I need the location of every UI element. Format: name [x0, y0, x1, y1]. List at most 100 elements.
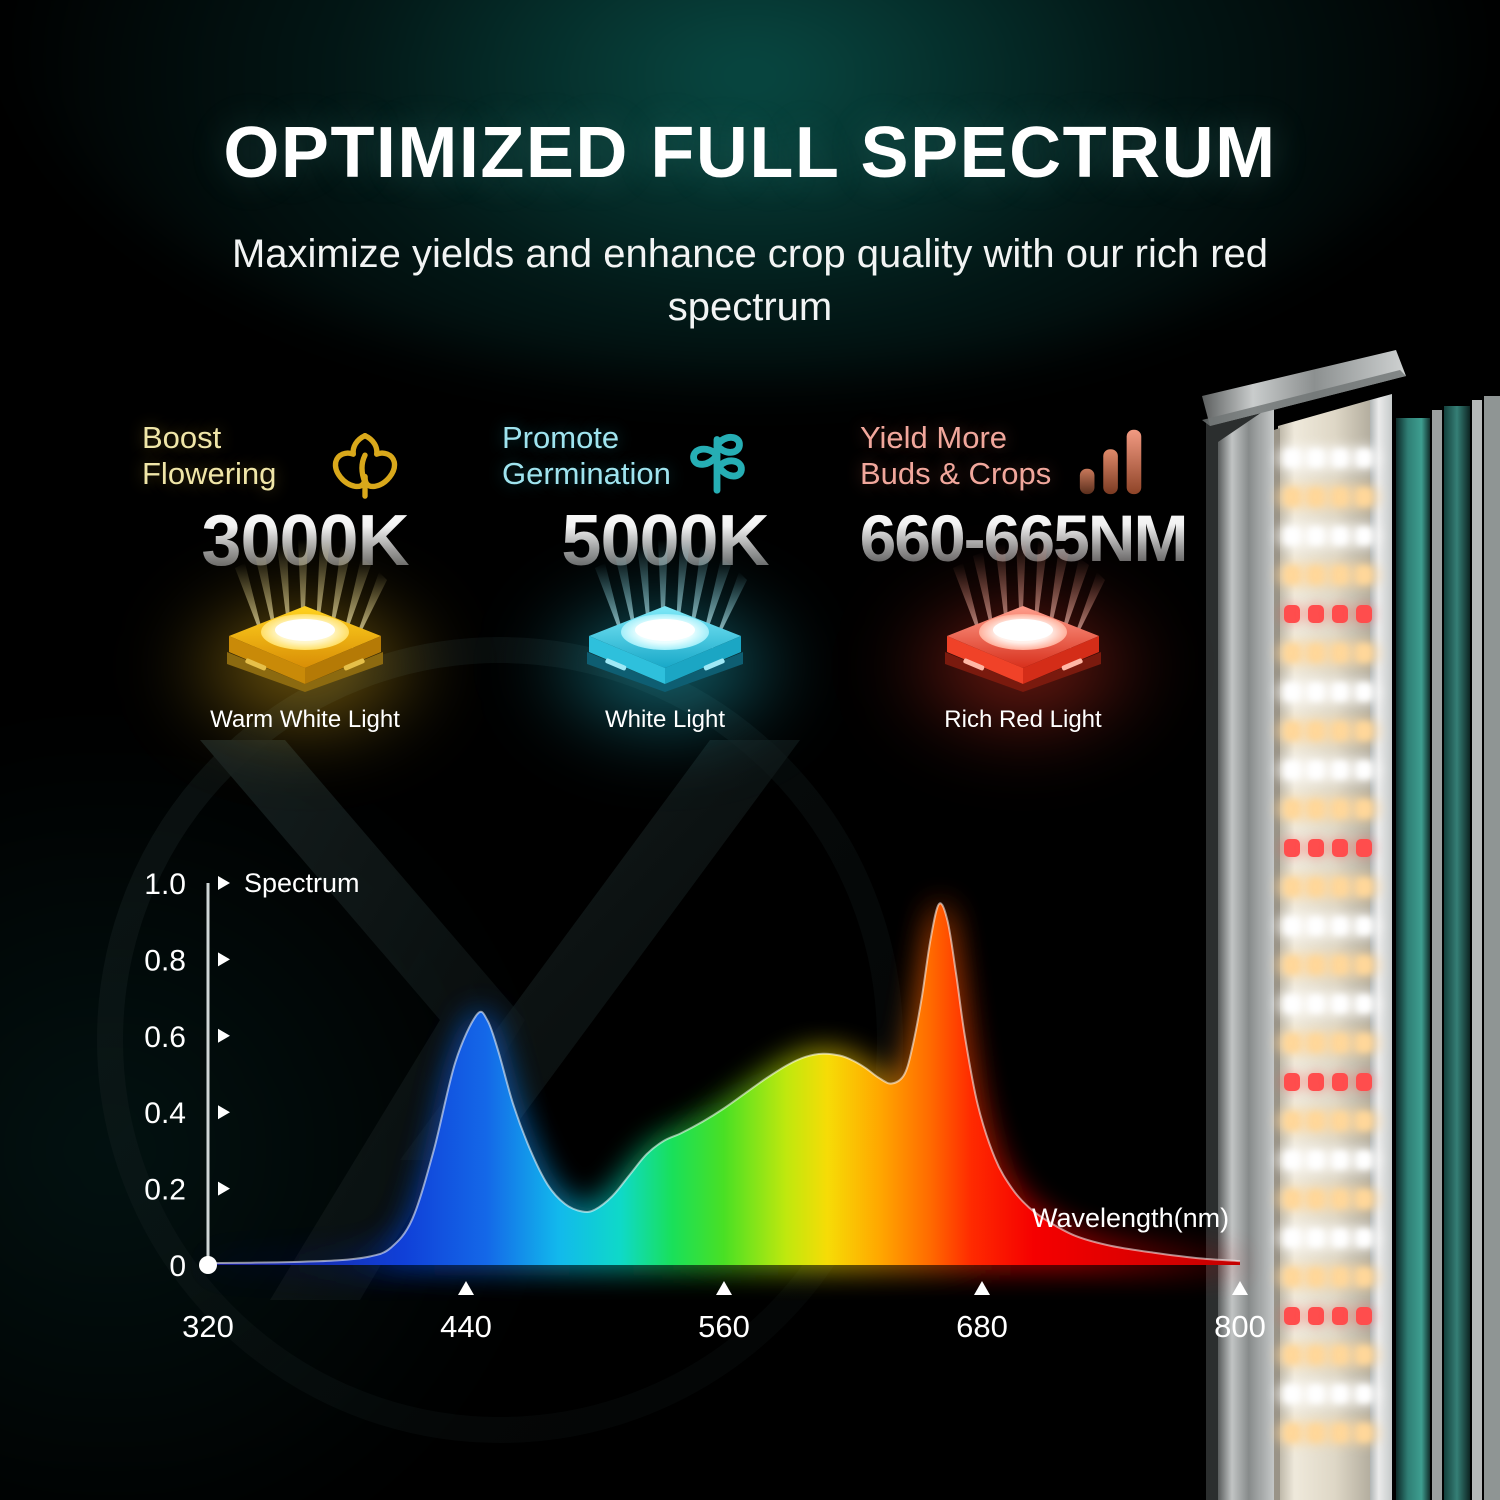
- led-diode-white: [1332, 527, 1348, 545]
- led-diode-white: [1284, 761, 1300, 779]
- led-diode-warm-white: [1308, 488, 1324, 506]
- teal-panel-5: [1484, 396, 1500, 1500]
- top-bracket: [1202, 350, 1406, 426]
- led-diode-white: [1356, 995, 1372, 1013]
- led-diode-white: [1356, 917, 1372, 935]
- led-diode-red: [1332, 1073, 1348, 1091]
- feature-card-rich-red: Yield More Buds & Crops: [838, 418, 1208, 758]
- x-tick-marker: [458, 1281, 474, 1295]
- led-diode-warm-white: [1284, 1034, 1300, 1052]
- led-diode-warm-white: [1308, 722, 1324, 740]
- y-tick-marker: [218, 1181, 230, 1196]
- x-tick-label: 320: [182, 1309, 234, 1344]
- led-diode-white: [1308, 683, 1324, 701]
- led-chip-graphic: [205, 580, 405, 692]
- led-diode-white: [1332, 917, 1348, 935]
- led-diode-white: [1356, 683, 1372, 701]
- led-diode-white: [1308, 761, 1324, 779]
- y-tick-label: 1.0: [144, 868, 186, 901]
- housing-face: [1218, 404, 1274, 1500]
- led-diode-warm-white: [1356, 566, 1372, 584]
- diffuser-strip: [1370, 394, 1392, 1500]
- feature-card-white: Promote Germination 5000K: [480, 418, 850, 758]
- led-diode-warm-white: [1332, 1112, 1348, 1130]
- led-diode-warm-white: [1308, 1034, 1324, 1052]
- led-diode-warm-white: [1308, 878, 1324, 896]
- feature-header: Promote Germination: [480, 418, 850, 502]
- led-diode-white: [1308, 1229, 1324, 1247]
- y-tick-marker: [218, 1028, 230, 1043]
- led-diode-white: [1332, 761, 1348, 779]
- x-tick-label: 680: [956, 1309, 1008, 1344]
- led-diode-red: [1284, 605, 1300, 623]
- teal-panel-2: [1432, 410, 1442, 1500]
- led-chip-graphic: [565, 580, 765, 692]
- led-diode-white: [1308, 449, 1324, 467]
- led-diode-warm-white: [1356, 488, 1372, 506]
- led-diode-white: [1308, 1385, 1324, 1403]
- led-chip-graphic: [923, 580, 1123, 692]
- led-diode-white: [1332, 683, 1348, 701]
- led-diode-warm-white: [1308, 1268, 1324, 1286]
- led-diode-warm-white: [1284, 1346, 1300, 1364]
- feature-row: Boost Flowering 3000K: [120, 418, 1240, 758]
- x-tick-marker: [974, 1281, 990, 1295]
- x-axis-title: Wavelength(nm): [1032, 1203, 1229, 1233]
- spectrum-chart: 0 0.2 0.4 0.6 0.8 1.0 320 440 560 680 800 Spectru…: [120, 855, 1270, 1355]
- led-diode-red: [1284, 1307, 1300, 1325]
- led-board: [1278, 400, 1370, 1500]
- led-diode-white: [1332, 449, 1348, 467]
- bar-chart-icon: [1074, 422, 1152, 500]
- feature-caption: White Light: [604, 706, 726, 733]
- x-tick-marker: [1232, 1281, 1248, 1295]
- led-diode-warm-white: [1308, 956, 1324, 974]
- feature-title: Yield More Buds & Crops: [860, 420, 1052, 491]
- y-tick-label: 0.4: [144, 1097, 186, 1130]
- led-diode-red: [1332, 839, 1348, 857]
- led-diode-warm-white: [1284, 566, 1300, 584]
- led-diode-warm-white: [1332, 800, 1348, 818]
- led-diode-white: [1284, 995, 1300, 1013]
- led-diode-white: [1356, 761, 1372, 779]
- led-diode-white: [1284, 449, 1300, 467]
- led-diode-red: [1308, 1307, 1324, 1325]
- led-diode-warm-white: [1332, 566, 1348, 584]
- led-diode-warm-white: [1308, 1190, 1324, 1208]
- led-diode-white: [1284, 917, 1300, 935]
- led-diode-warm-white: [1356, 1112, 1372, 1130]
- y-tick-marker: [218, 952, 230, 967]
- led-diode-red: [1308, 605, 1324, 623]
- x-tick-label: 440: [440, 1309, 492, 1344]
- led-diode-white: [1356, 1151, 1372, 1169]
- led-diode-red: [1356, 839, 1372, 857]
- y-tick-marker: [218, 1105, 230, 1120]
- feature-caption: Rich Red Light: [944, 706, 1102, 733]
- led-diode-red: [1332, 1307, 1348, 1325]
- led-diode-warm-white: [1332, 1346, 1348, 1364]
- y-tick-label: 0: [169, 1250, 186, 1283]
- led-diode-white: [1332, 1385, 1348, 1403]
- sprout-icon: [678, 422, 756, 500]
- led-diode-warm-white: [1332, 878, 1348, 896]
- led-diode-warm-white: [1356, 1424, 1372, 1442]
- led-diode-warm-white: [1332, 1268, 1348, 1286]
- led-diode-warm-white: [1356, 878, 1372, 896]
- x-tick-marker: [716, 1281, 732, 1295]
- feature-card-warm-white: Boost Flowering 3000K: [120, 418, 490, 758]
- y-tick-label: 0.8: [144, 944, 186, 977]
- led-diode-warm-white: [1356, 644, 1372, 662]
- led-diode-white: [1308, 527, 1324, 545]
- header: OPTIMIZED FULL SPECTRUM Maximize yields …: [0, 0, 1500, 334]
- led-diode-warm-white: [1284, 800, 1300, 818]
- led-diode-red: [1284, 839, 1300, 857]
- led-diode-warm-white: [1308, 644, 1324, 662]
- led-diode-white: [1308, 995, 1324, 1013]
- x-tick-label: 800: [1214, 1309, 1266, 1344]
- led-diode-white: [1356, 449, 1372, 467]
- led-diode-warm-white: [1284, 1112, 1300, 1130]
- led-diode-white: [1356, 1385, 1372, 1403]
- led-diode-warm-white: [1308, 800, 1324, 818]
- led-diode-warm-white: [1356, 956, 1372, 974]
- led-diode-warm-white: [1332, 488, 1348, 506]
- led-diode-red: [1356, 1307, 1372, 1325]
